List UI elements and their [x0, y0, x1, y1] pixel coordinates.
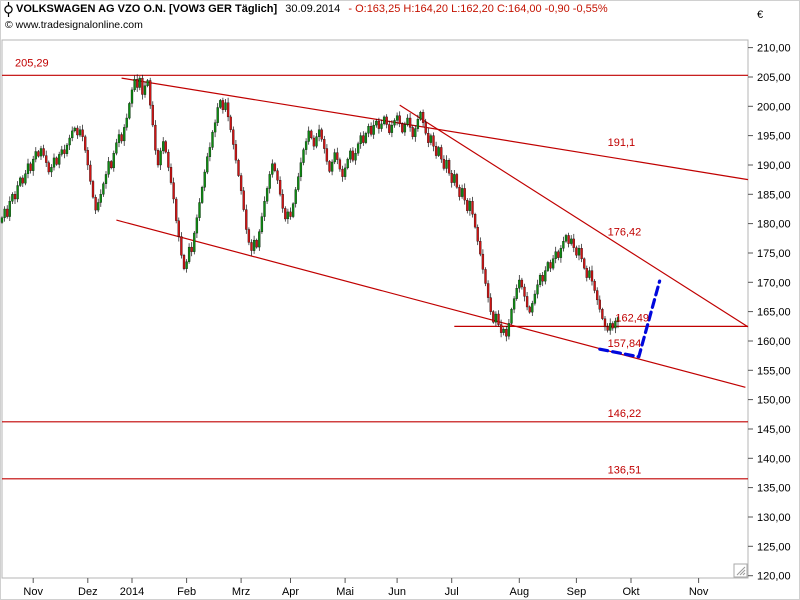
svg-text:155,00: 155,00 — [757, 365, 791, 377]
svg-text:Feb: Feb — [177, 586, 196, 598]
x-axis: Nov Dez 2014 Feb Mrz Apr Mai Jun Jul Aug Sep Okt Nov — [23, 578, 709, 598]
resize-handle-icon[interactable] — [733, 563, 748, 578]
quote-ohlc-values: - O:163,25 H:164,20 L:162,20 C:164,00 -0… — [348, 3, 608, 15]
svg-text:120,00: 120,00 — [757, 571, 791, 583]
svg-text:Dez: Dez — [78, 586, 98, 598]
y-axis: €210,00 205,00 200,00 195,00 190,00 185,00 180… — [748, 9, 791, 583]
svg-text:145,00: 145,00 — [757, 424, 791, 436]
projection-line[interactable] — [598, 279, 662, 359]
level-value-label: 162,49 — [615, 313, 649, 325]
level-value-label: 136,51 — [608, 465, 642, 477]
tradesignal-logo-icon — [3, 2, 14, 22]
svg-text:165,00: 165,00 — [757, 307, 791, 319]
level-value-label: 176,42 — [608, 226, 642, 238]
chart-header: VOLKSWAGEN AG VZO O.N. [VOW3 GER Täglich… — [16, 3, 608, 15]
svg-text:160,00: 160,00 — [757, 336, 791, 348]
svg-text:130,00: 130,00 — [757, 512, 791, 524]
currency-label: € — [757, 9, 763, 21]
trend-line-upper-resistance — [121, 77, 749, 181]
svg-text:Okt: Okt — [622, 586, 639, 598]
svg-text:150,00: 150,00 — [757, 395, 791, 407]
svg-text:170,00: 170,00 — [757, 277, 791, 289]
svg-text:210,00: 210,00 — [757, 43, 791, 55]
trend-line-steep-resistance — [399, 104, 749, 328]
instrument-title: VOLKSWAGEN AG VZO O.N. [VOW3 GER Täglich… — [16, 3, 278, 15]
svg-text:Nov: Nov — [689, 586, 709, 598]
svg-text:185,00: 185,00 — [757, 189, 791, 201]
annotation-lines-layer[interactable] — [2, 74, 749, 480]
svg-text:140,00: 140,00 — [757, 453, 791, 465]
svg-text:Nov: Nov — [23, 586, 43, 598]
svg-text:Aug: Aug — [510, 586, 530, 598]
copyright-line: © www.tradesignalonline.com — [5, 19, 143, 31]
candles-layer — [0, 74, 620, 342]
svg-text:Sep: Sep — [567, 586, 587, 598]
svg-text:Apr: Apr — [282, 586, 299, 598]
level-value-label: 191,1 — [608, 137, 636, 149]
svg-text:180,00: 180,00 — [757, 219, 791, 231]
svg-text:190,00: 190,00 — [757, 160, 791, 172]
level-value-label: 146,22 — [608, 408, 642, 420]
svg-text:195,00: 195,00 — [757, 131, 791, 143]
svg-text:Mai: Mai — [336, 586, 354, 598]
annotation-labels-layer: 205,29 191,1 176,42 162,49 157,84 146,22 136,5… — [15, 57, 649, 476]
svg-text:Mrz: Mrz — [232, 586, 250, 598]
plot-border — [1, 39, 749, 579]
trend-line-lower-channel — [116, 219, 746, 388]
svg-text:200,00: 200,00 — [757, 101, 791, 113]
svg-text:Jun: Jun — [388, 586, 406, 598]
level-value-label: 157,84 — [608, 338, 642, 350]
svg-text:175,00: 175,00 — [757, 248, 791, 260]
svg-text:205,00: 205,00 — [757, 72, 791, 84]
svg-text:Jul: Jul — [445, 586, 459, 598]
svg-text:2014: 2014 — [120, 586, 144, 598]
quote-date: 30.09.2014 — [285, 3, 341, 15]
level-value-label: 205,29 — [15, 57, 49, 69]
svg-text:125,00: 125,00 — [757, 541, 791, 553]
svg-text:135,00: 135,00 — [757, 483, 791, 495]
